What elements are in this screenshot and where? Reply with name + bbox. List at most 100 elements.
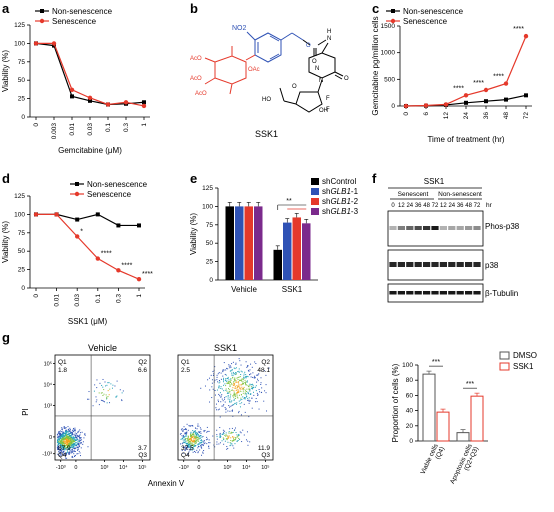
flow-event: [200, 437, 202, 439]
flow-event: [102, 400, 104, 402]
flow-event: [264, 390, 266, 392]
flow-event: [221, 394, 223, 396]
flow-event: [193, 432, 195, 434]
flow-event: [78, 445, 80, 447]
flow-event: [231, 363, 233, 365]
flow-event: [236, 434, 238, 436]
flow-event: [58, 438, 60, 440]
flow-event: [234, 395, 236, 397]
flow-event: [259, 391, 261, 393]
flow-event: [242, 388, 244, 390]
flow-event: [63, 441, 65, 443]
flow-event: [249, 393, 251, 395]
flow-event: [218, 436, 220, 438]
flow-event: [227, 392, 229, 394]
flow-event: [195, 432, 197, 434]
flow-event: [96, 387, 98, 389]
flow-event: [60, 427, 62, 429]
flow-event: [256, 374, 258, 376]
flow-event: [60, 451, 62, 453]
flow-event: [203, 450, 205, 452]
flow-event: [68, 441, 70, 443]
flow-event: [235, 389, 237, 391]
flow-event: [75, 447, 77, 449]
flow-event: [64, 452, 66, 454]
flow-event: [226, 390, 228, 392]
flow-event: [238, 412, 240, 414]
flow-event: [182, 452, 184, 454]
legend-label: Non-senescence: [87, 180, 148, 189]
flow-event: [71, 439, 73, 441]
flow-event: [63, 447, 65, 449]
y-axis-label: Viability (%): [1, 221, 10, 263]
flow-event: [59, 452, 61, 454]
blot-row-p38: p38: [485, 261, 499, 270]
flow-event: [88, 398, 90, 400]
band-p38: [389, 262, 397, 267]
flow-event: [252, 383, 254, 385]
flow-event: [56, 442, 58, 444]
flow-event: [102, 386, 104, 388]
flow-event: [223, 390, 225, 392]
legend-label: shGLB1-2: [322, 197, 359, 206]
flow-event: [228, 365, 230, 367]
flow-event: [71, 440, 73, 442]
flow-event: [64, 443, 66, 445]
flow-event: [196, 428, 198, 430]
band-p38: [406, 262, 414, 267]
flow-event: [252, 372, 254, 374]
x-tick-label: -10³: [179, 465, 189, 471]
panel-label-c: c: [372, 1, 379, 16]
flow-event: [65, 433, 67, 435]
flow-event: [225, 369, 227, 371]
flow-event: [224, 380, 226, 382]
bar: [456, 432, 470, 442]
flow-event: [197, 452, 199, 454]
flow-event: [59, 436, 61, 438]
flow-event: [229, 381, 231, 383]
flow-event: [95, 401, 97, 403]
flow-event: [65, 454, 67, 456]
flow-event: [207, 430, 209, 432]
flow-event: [65, 453, 67, 455]
legend-label: Senescence: [403, 17, 448, 26]
flow-event: [228, 405, 230, 407]
flow-event: [191, 436, 193, 438]
flow-event: [219, 432, 221, 434]
band-tubulin: [439, 291, 447, 295]
flow-event: [236, 388, 238, 390]
flow-event: [64, 434, 66, 436]
band-p38: [414, 262, 422, 267]
flow-event: [192, 430, 194, 432]
flow-event: [108, 394, 110, 396]
flow-event: [61, 436, 63, 438]
flow-event: [63, 453, 65, 455]
flow-event: [71, 432, 73, 434]
flow-event: [240, 383, 242, 385]
flow-event: [67, 440, 69, 442]
flow-event: [75, 439, 77, 441]
flow-event: [66, 441, 68, 443]
flow-event: [217, 399, 219, 401]
flow-event: [58, 447, 60, 449]
flow-event: [252, 387, 254, 389]
y-axis-label: Proportion of cells (%): [391, 363, 400, 442]
y-tick-label: 125: [202, 185, 213, 192]
flow-event: [258, 373, 260, 375]
flow-event: [77, 441, 79, 443]
flow-event: [58, 433, 60, 435]
flow-event: [200, 442, 202, 444]
flow-event: [199, 437, 201, 439]
flow-event: [65, 432, 67, 434]
flow-event: [101, 384, 103, 386]
flow-event: [230, 444, 232, 446]
flow-event: [235, 362, 237, 364]
flow-event: [218, 372, 220, 374]
flow-event: [186, 448, 188, 450]
flow-event: [187, 444, 189, 446]
flow-event: [94, 384, 96, 386]
flow-event: [181, 428, 183, 430]
flow-event: [228, 435, 230, 437]
